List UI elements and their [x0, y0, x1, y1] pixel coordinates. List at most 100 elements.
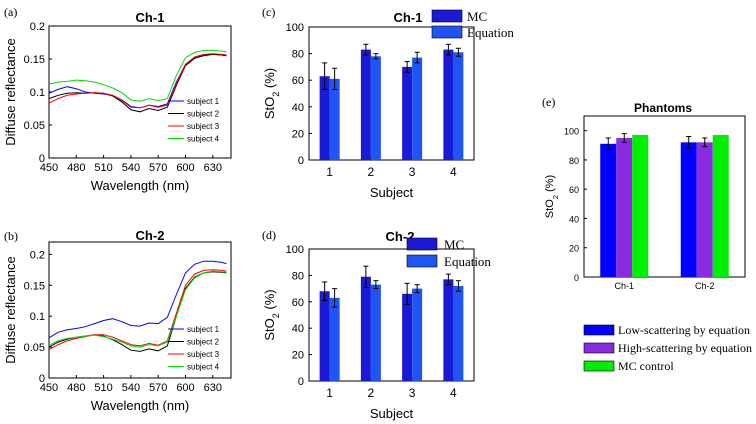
bar-panel-c: 0 20 40 60 80 100 1 2 3 4 (c) Ch-1 Subject StO2 (%) MC… [262, 5, 514, 200]
legend-swatch [583, 360, 615, 372]
bar [712, 135, 729, 277]
bar [680, 142, 697, 277]
bar [600, 143, 617, 277]
legend-label: Equation [444, 254, 491, 269]
bar [443, 49, 454, 160]
legend: MC Equation [406, 237, 491, 269]
x-tick-label: 2 [368, 386, 375, 400]
chart-title: Ch-2 [136, 228, 165, 243]
y-tick-label: 0.05 [24, 342, 45, 354]
y-tick-label: 20 [292, 128, 304, 140]
bar [412, 57, 423, 161]
y-tick-label: 40 [292, 323, 304, 335]
y-tick-label: 80 [569, 156, 579, 166]
x-tick-label: 600 [176, 382, 194, 394]
legend-swatch [583, 324, 615, 336]
legend-label: MC [467, 9, 487, 24]
x-tick-label: 3 [409, 165, 416, 179]
y-tick-label: 40 [292, 102, 304, 114]
legend-swatch [431, 9, 463, 23]
series-line [48, 49, 227, 102]
y-axis-label: StO2 (%) [544, 175, 560, 218]
panel-label: (c) [262, 5, 275, 19]
legend: Low-scattering by equation High-scatterin… [583, 323, 752, 373]
x-tick-label: 630 [204, 382, 222, 394]
y-tick-label: 0.2 [30, 21, 45, 33]
bar [370, 284, 381, 381]
legend: subject 1 subject 2 subject 3 subject 4 [168, 325, 220, 372]
bar [402, 293, 413, 381]
legend-label: subject 1 [187, 97, 220, 106]
x-tick-label: 450 [40, 382, 58, 394]
line-panel-b: 450 480 510 540 570 600 630 0 0.05 0.1 0.15 0.2 (b) C… [3, 228, 232, 413]
bar [360, 276, 371, 381]
legend-label: subject 3 [187, 350, 220, 359]
bar [616, 137, 633, 277]
y-tick-label: 0.05 [24, 120, 45, 132]
legend: subject 1 subject 2 subject 3 subject 4 [168, 97, 220, 144]
axes-box [308, 248, 475, 382]
x-axis-label: Wavelength (nm) [91, 178, 190, 193]
bar [632, 135, 649, 277]
x-axis-label: Wavelength (nm) [91, 398, 190, 413]
y-tick-label: 0.15 [24, 54, 45, 66]
bar [453, 52, 464, 160]
legend-swatch [406, 254, 438, 268]
chart-title: Ch-1 [394, 10, 423, 25]
y-axis-label: Diffuse reflectance [3, 256, 18, 363]
x-tick-label: 1 [326, 386, 333, 400]
legend-label: Low-scattering by equation [618, 323, 750, 337]
legend-label: High-scattering by equation [618, 341, 752, 355]
y-tick-label: 0 [298, 376, 304, 388]
legend-swatch [406, 237, 438, 251]
y-tick-label: 80 [292, 49, 304, 61]
y-tick-label: 100 [286, 244, 304, 256]
x-axis-label: Subject [370, 406, 414, 421]
y-tick-label: 100 [286, 22, 304, 34]
axes-box [48, 241, 232, 379]
legend-swatch [583, 342, 615, 354]
legend-label: subject 1 [187, 325, 220, 334]
bar-panel-e: 0 20 40 60 80 100 Ch-1 Ch-2 (e) Phantoms StO2 (%) L… [542, 95, 752, 373]
x-tick-label: 480 [67, 162, 85, 174]
y-tick-label: 0.2 [30, 249, 45, 261]
bar [370, 56, 381, 161]
bar [402, 66, 413, 160]
legend-label: MC control [618, 359, 674, 373]
series-line [48, 269, 227, 351]
bar [319, 76, 330, 160]
bar [696, 142, 713, 277]
y-tick-label: 20 [569, 244, 579, 254]
series-line [48, 53, 227, 109]
legend-swatch [431, 25, 463, 39]
x-tick-label: 450 [40, 162, 58, 174]
y-tick-label: 80 [292, 270, 304, 282]
legend-label: Equation [467, 25, 514, 40]
legend-label: subject 2 [187, 110, 220, 119]
x-tick-label: 600 [176, 162, 194, 174]
x-tick-label: Ch-2 [695, 281, 715, 291]
legend-label: MC [444, 237, 464, 252]
y-tick-label: 0 [574, 273, 579, 283]
y-tick-label: 0.15 [24, 280, 45, 292]
bar [360, 49, 371, 160]
chart-title: Phantoms [634, 101, 692, 115]
x-tick-label: Ch-1 [614, 281, 634, 291]
bar [412, 288, 423, 381]
bar [443, 279, 454, 381]
series-line [48, 53, 227, 113]
y-axis-label: StO2 (%) [262, 289, 281, 340]
panel-label: (e) [542, 95, 555, 109]
axes-box [583, 115, 746, 278]
bar [453, 285, 464, 381]
y-axis-label: Diffuse reflectance [3, 38, 18, 145]
axes-box [308, 26, 475, 161]
line-panel-a: 450 480 510 540 570 600 630 0 0.05 0.1 0.15 0.2 (a) C… [3, 5, 232, 193]
x-tick-label: 570 [149, 382, 167, 394]
x-tick-label: 540 [122, 382, 140, 394]
y-tick-label: 20 [292, 350, 304, 362]
series-line [48, 260, 227, 339]
y-tick-label: 0 [39, 373, 45, 385]
